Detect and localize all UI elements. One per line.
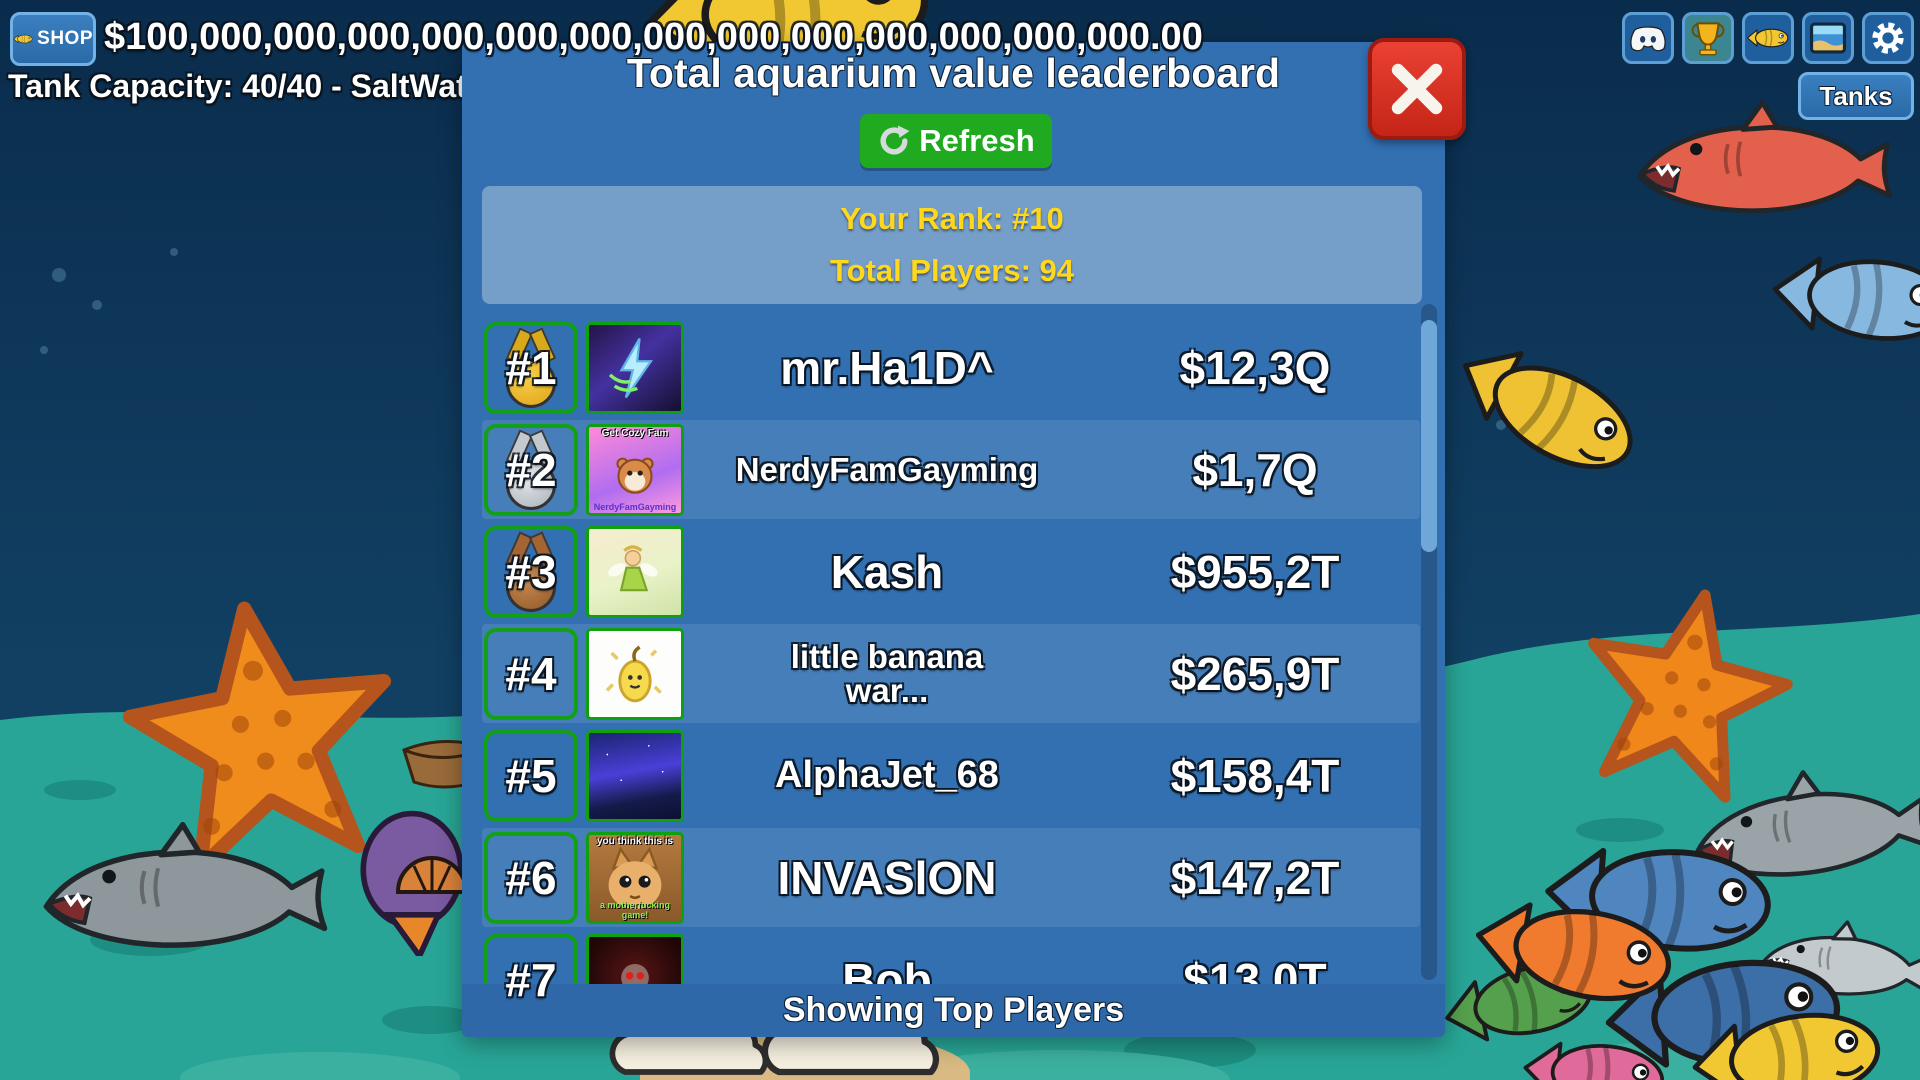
player-avatar [586, 321, 684, 414]
settings-button[interactable] [1862, 12, 1914, 64]
rank-number: #4 [505, 647, 557, 700]
tank-capacity-label: Tank Capacity: 40/40 - SaltWater [8, 68, 498, 104]
player-value: $955,2T [1170, 545, 1340, 598]
leaderboard-row-5[interactable]: #5 AlphaJet_68 $158,4T [482, 726, 1420, 825]
water-bubble [170, 248, 178, 256]
footer-label: Showing Top Players [782, 991, 1125, 1029]
rank-number: #1 [505, 341, 557, 394]
rank-number: #2 [505, 443, 557, 496]
tank-icon [1809, 21, 1847, 55]
refresh-button[interactable]: Refresh [860, 114, 1052, 168]
player-value: $12,3Q [1179, 341, 1331, 394]
discord-fish-icon [1628, 22, 1668, 54]
tanks-button[interactable]: Tanks [1798, 72, 1914, 120]
crystal-lightning-icon [608, 337, 654, 398]
modal-title: Total aquarium value leaderboard [626, 50, 1281, 96]
gray-shark [30, 822, 330, 972]
player-avatar [586, 627, 684, 720]
leaderboard-row-6[interactable]: #6 you think this is a motherfucking gam… [482, 828, 1420, 927]
gold-medal-icon [488, 326, 574, 410]
fish-icon [1746, 26, 1790, 50]
rank-number: #6 [505, 851, 557, 904]
player-avatar: Get Cozy Fam NerdyFamGayming [586, 423, 684, 516]
bronze-medal-icon [488, 530, 574, 614]
player-value: $1,7Q [1192, 443, 1318, 496]
trophy-icon [1688, 18, 1728, 58]
silver-medal-icon [488, 428, 574, 512]
player-name: NerdyFamGayming [735, 450, 1039, 488]
striped-fish [1763, 238, 1920, 358]
rank-summary-panel: Your Rank: #10 Total Players: 94 [482, 186, 1422, 304]
player-value: $265,9T [1170, 647, 1340, 700]
banana-character-icon [605, 645, 662, 702]
leaderboard-row-3[interactable]: #3 Kash $955,2T [482, 522, 1420, 621]
your-rank-label: Your Rank: #10 [840, 201, 1064, 237]
leaderboard-row-1[interactable]: #1 mr.Ha1D^ $12,3Q [482, 318, 1420, 417]
aquarium-button[interactable] [1802, 12, 1854, 64]
yellow-tuna [1435, 315, 1662, 503]
rank-badge: #5 [484, 729, 578, 822]
rank-badge: #1 [484, 321, 578, 414]
leaderboard-row-4[interactable]: #4 little banana war... $265,9T [482, 624, 1420, 723]
player-avatar: you think this is a motherfucking game! [586, 831, 684, 924]
player-value: $158,4T [1170, 749, 1340, 802]
water-bubble [1496, 420, 1506, 430]
player-name: INVASlON [777, 851, 997, 904]
water-bubble [52, 268, 66, 282]
avatar-caption-top: Get Cozy Fam [601, 427, 669, 439]
rank-number: #3 [505, 545, 557, 598]
gear-icon [1868, 18, 1908, 58]
modal-footer: Showing Top Players [462, 984, 1445, 1037]
water-bubble [92, 300, 102, 310]
discord-button[interactable] [1622, 12, 1674, 64]
rank-badge: #7 [484, 933, 578, 1026]
shop-button[interactable]: SHOP [10, 12, 96, 66]
fairy-icon [608, 544, 658, 591]
avatar-caption-top: you think this is [596, 835, 674, 847]
close-icon [1391, 63, 1443, 115]
refresh-icon [877, 124, 911, 158]
shell [395, 856, 469, 894]
refresh-label: Refresh [919, 123, 1035, 158]
player-name: AlphaJet_68 [775, 754, 999, 796]
player-avatar [586, 525, 684, 618]
shop-fish-icon [13, 28, 33, 50]
player-name: little banana war... [790, 637, 984, 709]
rank-badge: #3 [484, 525, 578, 618]
leaderboard-modal: Total aquarium value leaderboard Refresh… [462, 38, 1466, 1037]
leaderboard-row-2[interactable]: #2 Get Cozy Fam NerdyFamGayming NerdyFam… [482, 420, 1420, 519]
rank-number: #5 [505, 749, 557, 802]
rank-badge: #4 [484, 627, 578, 720]
player-avatar [586, 729, 684, 822]
avatar-caption-bottom: a motherfucking game! [599, 899, 670, 920]
fish-index-button[interactable] [1742, 12, 1794, 64]
scrollbar-thumb[interactable] [1421, 320, 1437, 552]
hamster-icon [616, 457, 654, 494]
money-amount: $100,000,000,000,000,000,000,000,000,000… [104, 16, 1203, 58]
player-name: mr.Ha1D^ [780, 341, 994, 394]
leaderboard-button[interactable] [1682, 12, 1734, 64]
cat-meme-icon [608, 846, 662, 909]
water-bubble [40, 346, 48, 354]
rank-badge: #2 [484, 423, 578, 516]
total-players-label: Total Players: 94 [829, 252, 1075, 288]
player-name: Kash [830, 545, 944, 598]
shop-label: SHOP [37, 28, 93, 49]
leaderboard-scrollbar[interactable] [1421, 304, 1437, 980]
avatar-caption-bottom: NerdyFamGayming [593, 501, 677, 512]
player-value: $147,2T [1170, 851, 1340, 904]
close-button[interactable] [1368, 38, 1466, 140]
rank-badge: #6 [484, 831, 578, 924]
red-shark [1625, 100, 1895, 235]
rank-number: #7 [505, 953, 557, 1006]
leaderboard-rows: #1 mr.Ha1D^ $12,3Q #2 Get Cozy Fam [482, 318, 1420, 1032]
